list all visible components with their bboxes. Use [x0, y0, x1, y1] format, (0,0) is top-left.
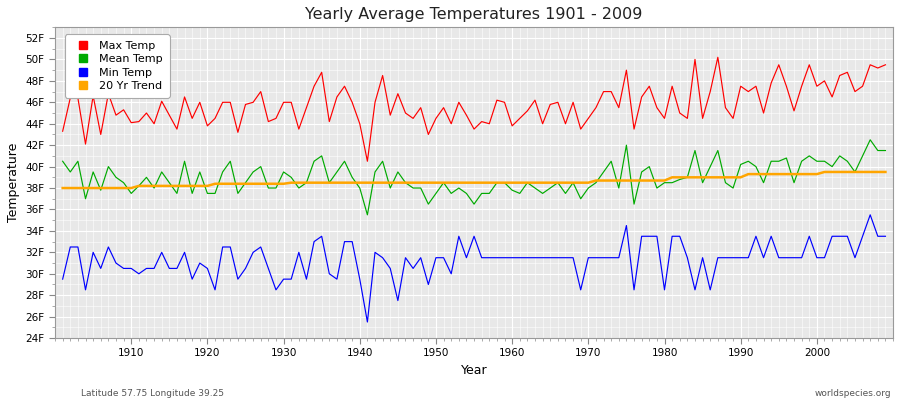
X-axis label: Year: Year — [461, 364, 488, 377]
Title: Yearly Average Temperatures 1901 - 2009: Yearly Average Temperatures 1901 - 2009 — [305, 7, 643, 22]
Text: worldspecies.org: worldspecies.org — [814, 389, 891, 398]
Legend: Max Temp, Mean Temp, Min Temp, 20 Yr Trend: Max Temp, Mean Temp, Min Temp, 20 Yr Tre… — [65, 34, 169, 98]
Text: Latitude 57.75 Longitude 39.25: Latitude 57.75 Longitude 39.25 — [81, 389, 224, 398]
Y-axis label: Temperature: Temperature — [7, 143, 20, 222]
